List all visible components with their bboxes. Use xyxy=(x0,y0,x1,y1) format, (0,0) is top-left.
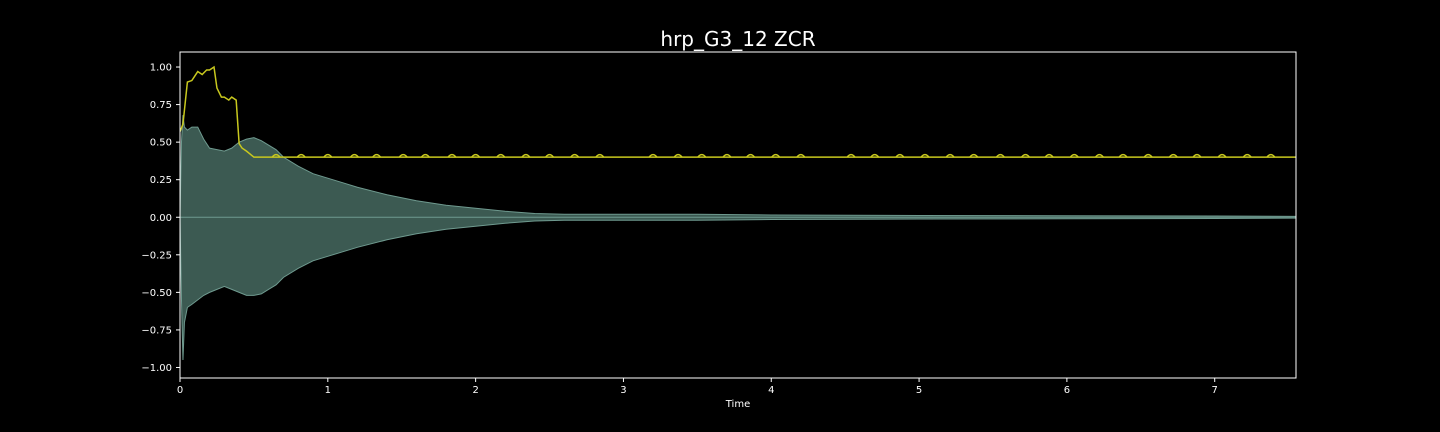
zcr-bump xyxy=(722,153,732,158)
x-tick-label: 0 xyxy=(177,385,183,396)
zcr-bump xyxy=(447,153,457,158)
y-tick-label: 0.50 xyxy=(150,138,172,149)
x-tick-label: 4 xyxy=(768,385,774,396)
zcr-bump xyxy=(1192,153,1202,158)
y-tick-label: −0.75 xyxy=(141,325,172,336)
zcr-bump xyxy=(570,153,580,158)
plot-content xyxy=(180,65,1296,360)
zcr-bump xyxy=(673,153,683,158)
zcr-bump xyxy=(796,153,806,158)
x-tick-label: 1 xyxy=(325,385,331,396)
zcr-bump xyxy=(870,153,880,158)
zcr-line xyxy=(180,65,1296,158)
y-tick-label: 1.00 xyxy=(150,63,172,74)
zcr-bump xyxy=(995,153,1005,158)
zcr-bump xyxy=(349,153,360,158)
x-tick-label: 2 xyxy=(472,385,478,396)
x-tick-label: 3 xyxy=(620,385,626,396)
zcr-bump xyxy=(1118,153,1128,158)
zcr-bump xyxy=(372,153,382,158)
zcr-bump xyxy=(1069,153,1079,158)
zcr-bump xyxy=(1044,153,1054,158)
zcr-bump xyxy=(471,153,481,158)
zcr-bump xyxy=(544,153,555,158)
x-tick-label: 7 xyxy=(1212,385,1218,396)
zcr-bump xyxy=(1266,153,1276,158)
zcr-bump xyxy=(1242,153,1252,158)
zcr-bump xyxy=(920,153,930,158)
zcr-bump xyxy=(648,153,658,158)
y-tick-label: 0.00 xyxy=(150,213,172,224)
x-tick-label: 6 xyxy=(1064,385,1070,396)
waveform-envelope xyxy=(180,115,1296,360)
zcr-bump xyxy=(323,153,333,158)
zcr-bump xyxy=(1168,153,1178,158)
zcr-bump xyxy=(945,153,955,158)
zcr-bump xyxy=(398,153,408,158)
axes: 0 1 2 3 4 5 6 7 1.00 0.75 0.50 0.25 0.00 −0.25 −0.50 −0… xyxy=(141,51,1297,396)
zcr-bump xyxy=(1143,153,1153,158)
plot-area xyxy=(180,65,1296,360)
chart-title: hrp_G3_12 ZCR xyxy=(660,27,815,51)
zcr-bump xyxy=(846,153,856,158)
zcr-bump xyxy=(745,153,756,158)
zcr-bump xyxy=(496,153,506,158)
zcr-bump xyxy=(595,153,605,158)
zcr-bump xyxy=(521,153,531,158)
zcr-bump xyxy=(1020,153,1031,158)
zcr-bump xyxy=(1217,153,1227,158)
y-tick-label: −0.25 xyxy=(141,250,172,261)
zcr-bump xyxy=(969,153,979,158)
y-tick-label: 0.75 xyxy=(150,100,172,111)
plot-frame xyxy=(179,51,1297,379)
zcr-bump xyxy=(697,153,707,158)
y-tick-label: −0.50 xyxy=(141,288,172,299)
zcr-bump xyxy=(420,153,430,158)
y-tick-label: −1.00 xyxy=(141,363,172,374)
y-tick-label: 0.25 xyxy=(150,175,172,186)
zcr-bump xyxy=(771,153,781,158)
zcr-bump xyxy=(271,153,281,158)
zcr-bump xyxy=(1094,153,1104,158)
x-axis-label: Time xyxy=(725,399,750,410)
zcr-bump xyxy=(895,153,905,158)
zcr-bump xyxy=(296,153,306,158)
x-tick-label: 5 xyxy=(916,385,922,396)
